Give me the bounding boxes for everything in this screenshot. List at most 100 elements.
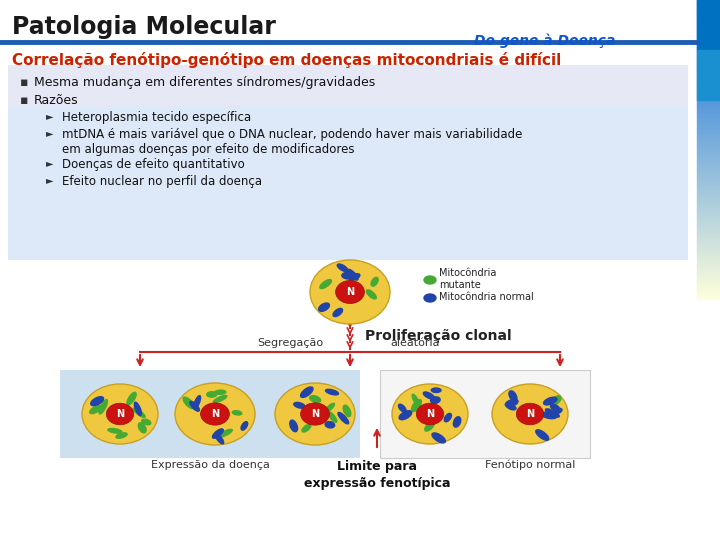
Bar [697,258,720,260]
Bar [697,133,720,135]
Ellipse shape [431,388,441,393]
Ellipse shape [320,280,331,288]
Bar [697,108,720,110]
Bar [697,57,720,58]
Ellipse shape [294,402,305,408]
Bar [697,192,720,193]
Bar [697,293,720,294]
Bar [697,127,720,129]
Ellipse shape [215,390,226,394]
Ellipse shape [290,420,297,432]
Bar [697,18,720,19]
Bar [697,126,720,127]
Bar [697,83,720,84]
Bar [697,246,720,247]
Bar [697,162,720,164]
Bar [697,241,720,243]
Bar [697,9,720,10]
Bar [697,77,720,78]
Bar [697,210,720,212]
Bar [697,106,720,108]
Bar [697,148,720,150]
Bar [697,137,720,138]
Bar [697,220,720,222]
Bar [697,29,720,30]
Bar [697,251,720,252]
Bar [697,110,720,111]
Bar [697,131,720,132]
Bar [697,50,720,51]
Bar [697,123,720,125]
Text: N: N [526,409,534,419]
Ellipse shape [183,397,194,409]
Bar [697,166,720,168]
Bar [697,78,720,79]
Bar [697,201,720,202]
Bar [697,165,720,166]
Ellipse shape [142,419,150,425]
Bar [697,160,720,162]
Bar [697,0,720,2]
Ellipse shape [342,272,354,279]
Bar [697,278,720,279]
Ellipse shape [425,422,434,431]
Bar [697,48,720,50]
Bar [697,8,720,9]
Bar [697,3,720,4]
Ellipse shape [302,424,311,432]
Bar [697,117,720,118]
Bar [697,206,720,207]
Text: N: N [211,409,219,419]
Bar [697,58,720,60]
Ellipse shape [333,308,343,316]
Ellipse shape [546,409,559,417]
Bar [697,213,720,214]
Bar [697,264,720,266]
Bar [697,132,720,133]
Ellipse shape [301,403,329,425]
Bar [60,370,360,458]
Ellipse shape [328,411,337,422]
Bar [697,145,720,147]
Bar [697,143,720,144]
Bar [697,284,720,285]
Bar [697,185,720,186]
Bar [697,12,720,14]
Bar [697,287,720,288]
Bar [697,105,720,106]
Ellipse shape [431,397,440,403]
Ellipse shape [233,411,242,415]
Ellipse shape [371,278,378,286]
Ellipse shape [219,429,233,437]
Ellipse shape [310,396,320,402]
Ellipse shape [134,402,141,416]
Bar [697,91,720,93]
Ellipse shape [99,400,107,414]
Bar [697,100,720,102]
Bar [697,170,720,171]
Bar [697,199,720,201]
Text: Mitocôndria normal: Mitocôndria normal [439,292,534,302]
Bar [697,235,720,237]
Bar [697,63,720,64]
Text: ►: ► [46,111,53,121]
Bar [697,280,720,282]
Ellipse shape [91,397,104,406]
Bar [697,25,720,27]
Bar [8,65,688,105]
Bar [697,233,720,234]
Bar [697,266,720,267]
Text: ►: ► [46,158,53,168]
Ellipse shape [536,430,549,440]
Bar [697,64,720,66]
Bar [697,81,720,83]
Bar [697,288,720,289]
Bar [697,180,720,181]
Bar [697,79,720,81]
Text: Correlação fenótipo-genótipo em doenças mitocondriais é difícil: Correlação fenótipo-genótipo em doenças … [12,52,562,68]
Bar [697,21,720,23]
Bar [697,179,720,180]
Bar [697,267,720,268]
Ellipse shape [552,408,562,414]
Bar [697,139,720,141]
